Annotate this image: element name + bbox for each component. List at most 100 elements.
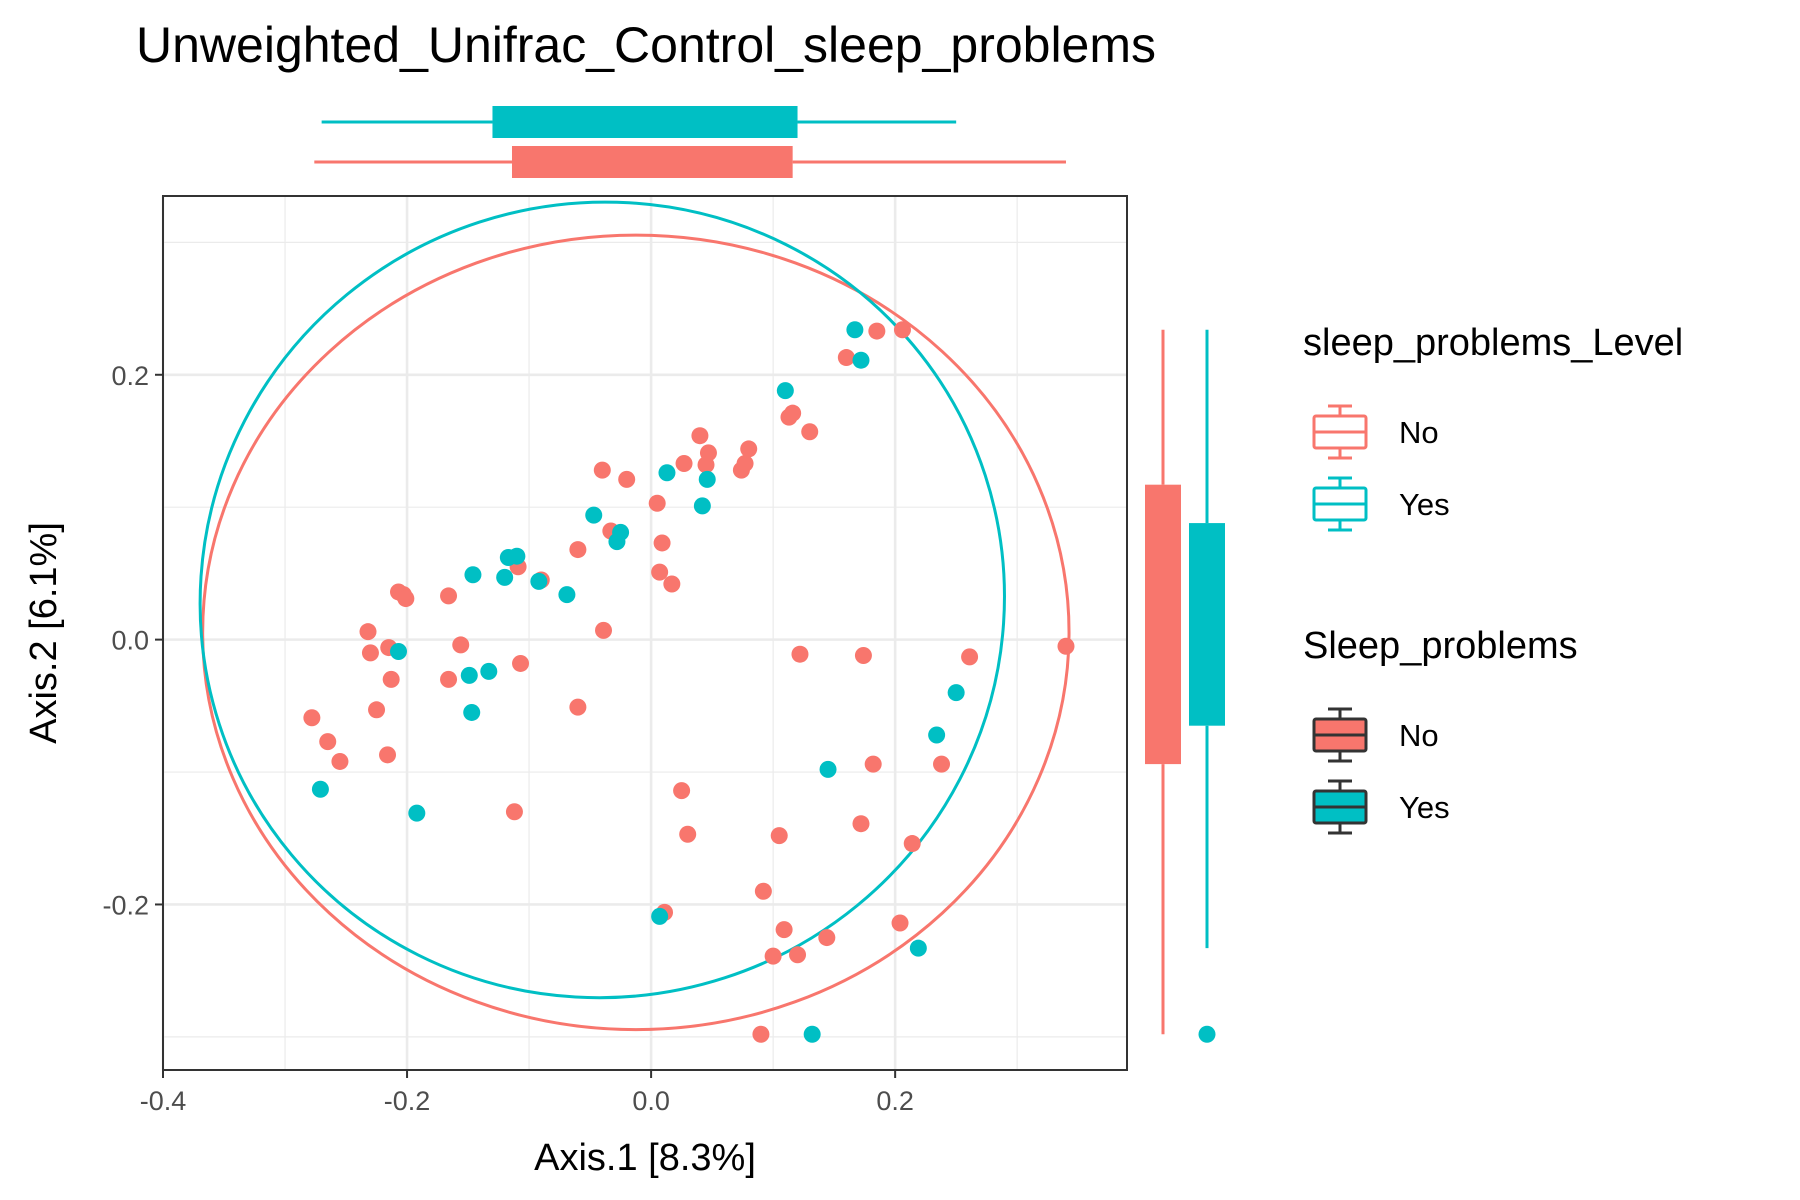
y-axis-label: Axis.2 [6.1%] xyxy=(23,522,65,744)
point-no xyxy=(837,349,855,367)
point-yes xyxy=(819,760,837,778)
legend-title: Sleep_problems xyxy=(1303,625,1578,667)
point-no xyxy=(691,427,709,445)
point-no xyxy=(653,534,671,552)
point-no xyxy=(801,423,819,441)
point-no xyxy=(303,709,321,727)
x-axis-label: Axis.1 [8.3%] xyxy=(534,1137,756,1179)
x-tick-label: -0.2 xyxy=(384,1086,431,1116)
point-no xyxy=(868,322,886,340)
point-no xyxy=(319,733,337,751)
point-no xyxy=(368,701,386,719)
point-yes xyxy=(852,351,870,369)
point-no xyxy=(699,444,717,462)
data-points xyxy=(303,321,1075,1043)
point-no xyxy=(754,882,772,900)
legend-label-yes: Yes xyxy=(1399,487,1450,522)
point-no xyxy=(569,698,587,716)
point-yes xyxy=(530,572,548,590)
point-yes xyxy=(698,470,716,488)
point-no xyxy=(893,321,911,339)
point-no xyxy=(618,470,636,488)
y-tick-label: -0.2 xyxy=(102,890,149,920)
boxplot-outlier xyxy=(1198,1025,1216,1043)
point-no xyxy=(359,623,377,641)
point-yes xyxy=(464,566,482,584)
legend-label-no: No xyxy=(1399,718,1439,753)
boxplot-box-yes xyxy=(492,106,798,138)
point-no xyxy=(740,440,758,458)
point-yes xyxy=(480,662,498,680)
legend-label-yes: Yes xyxy=(1399,790,1450,825)
legend-label-no: No xyxy=(1399,415,1439,450)
point-no xyxy=(382,670,400,688)
x-axis-ticks: -0.4 -0.2 0.0 0.2 xyxy=(140,1070,914,1116)
point-no xyxy=(331,752,349,770)
boxplot-box-no xyxy=(511,146,793,178)
panel-background xyxy=(163,196,1127,1070)
point-no xyxy=(961,648,979,666)
boxplot-box-yes xyxy=(1189,523,1225,726)
point-no xyxy=(593,461,611,479)
y-axis-ticks: -0.2 0.0 0.2 xyxy=(102,361,163,920)
point-no xyxy=(569,541,587,559)
point-yes xyxy=(311,780,329,798)
point-yes xyxy=(496,568,514,586)
point-no xyxy=(770,827,788,845)
point-yes xyxy=(612,523,630,541)
boxplot-box-no xyxy=(1145,484,1181,765)
point-no xyxy=(379,746,397,764)
point-no xyxy=(764,947,782,965)
legend: sleep_problems_Level No Yes Sleep_problems N… xyxy=(1303,322,1683,835)
point-yes xyxy=(909,939,927,957)
x-tick-label: 0.2 xyxy=(876,1086,914,1116)
point-no xyxy=(648,494,666,512)
axis1-marginal-boxplots xyxy=(314,106,1066,178)
point-no xyxy=(675,454,693,472)
point-yes xyxy=(803,1025,821,1043)
point-no xyxy=(440,587,458,605)
point-yes xyxy=(776,382,794,400)
point-no xyxy=(505,803,523,821)
point-no xyxy=(736,454,754,472)
plot-panel xyxy=(161,195,1128,1071)
point-no xyxy=(933,755,951,773)
chart-title: Unweighted_Unifrac_Control_sleep_problem… xyxy=(136,17,1156,73)
point-yes xyxy=(658,464,676,482)
point-no xyxy=(854,647,872,665)
y-tick-label: 0.2 xyxy=(111,361,149,391)
point-yes xyxy=(408,804,426,822)
point-no xyxy=(1057,637,1075,655)
confidence-ellipses xyxy=(198,200,1071,1032)
point-yes xyxy=(585,506,603,524)
point-yes xyxy=(693,497,711,515)
point-no xyxy=(784,404,802,422)
point-no xyxy=(903,835,921,853)
point-yes xyxy=(651,907,669,925)
point-yes xyxy=(558,586,576,604)
point-no xyxy=(397,590,415,608)
point-no xyxy=(595,621,613,639)
point-no xyxy=(452,636,470,654)
point-no xyxy=(852,815,870,833)
point-no xyxy=(512,654,530,672)
point-no xyxy=(651,563,669,581)
point-no xyxy=(440,670,458,688)
point-no xyxy=(361,644,379,662)
point-yes xyxy=(928,726,946,744)
axis2-marginal-boxplots xyxy=(1145,329,1225,1043)
point-yes xyxy=(460,666,478,684)
point-no xyxy=(775,921,793,939)
point-yes xyxy=(846,321,864,339)
y-tick-label: 0.0 xyxy=(111,626,149,656)
point-yes xyxy=(508,547,526,565)
point-no xyxy=(789,946,807,964)
ellipse-yes xyxy=(198,200,1006,1000)
point-yes xyxy=(463,703,481,721)
point-no xyxy=(891,914,909,932)
point-no xyxy=(864,755,882,773)
point-yes xyxy=(390,643,408,661)
point-no xyxy=(679,825,697,843)
legend-title: sleep_problems_Level xyxy=(1303,322,1683,364)
